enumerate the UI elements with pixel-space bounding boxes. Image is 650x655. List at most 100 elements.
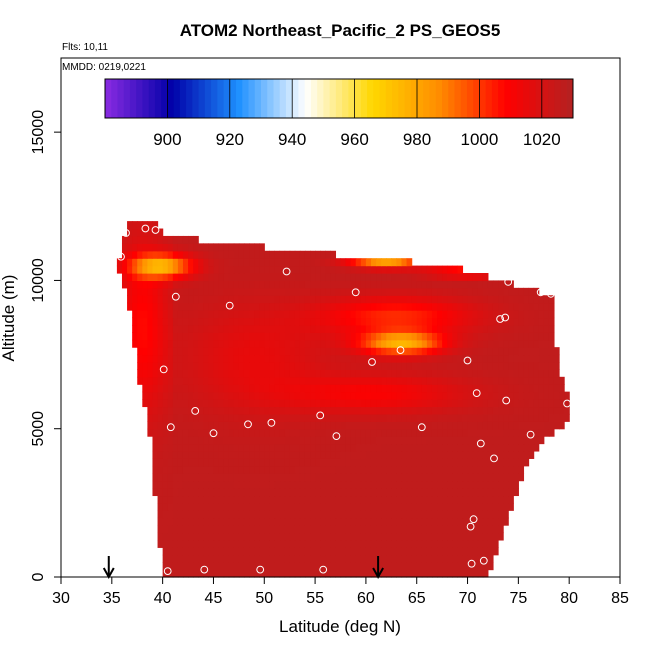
heat-cell (447, 502, 453, 511)
heat-cell (401, 347, 408, 356)
heat-cell (462, 495, 469, 504)
heat-cell (396, 562, 403, 571)
heat-cell (279, 532, 286, 541)
heat-cell (467, 287, 474, 296)
heat-cell (310, 302, 316, 311)
heat-cell (127, 265, 133, 274)
heat-cell (193, 280, 199, 289)
plot-frame (60, 57, 621, 578)
heat-cell (376, 443, 382, 452)
heat-cell (289, 399, 296, 408)
heat-cell (467, 465, 474, 474)
heat-cell (462, 339, 469, 348)
heat-cell (279, 258, 286, 267)
heat-cell (243, 421, 250, 430)
heat-cell (523, 428, 530, 437)
heat-cell (406, 547, 413, 556)
heat-cell (498, 399, 504, 408)
heat-cell (376, 525, 382, 534)
heat-cell (487, 324, 494, 333)
heat-cell (533, 421, 540, 430)
heat-cell (193, 525, 199, 534)
heat-cell (518, 361, 525, 370)
heat-cell (431, 399, 438, 408)
heat-cell (243, 450, 250, 459)
heat-cell (274, 406, 281, 415)
heat-cell (279, 480, 286, 489)
heat-cell (503, 324, 509, 333)
heat-cell (162, 554, 169, 563)
heat-cell (426, 554, 433, 563)
heat-cell (233, 250, 240, 259)
heat-cell (315, 443, 321, 452)
heat-cell (401, 361, 408, 370)
heat-cell (218, 436, 225, 445)
heat-cell (452, 265, 458, 274)
heat-cell (274, 391, 281, 400)
heat-cell (218, 443, 225, 452)
heat-cell (213, 465, 220, 474)
heat-cell (279, 391, 286, 400)
heat-cell (249, 399, 255, 408)
heat-cell (254, 258, 260, 267)
heat-cell (452, 450, 458, 459)
heat-cell (193, 436, 199, 445)
heat-cell (477, 532, 484, 541)
heat-cell (335, 258, 342, 267)
heat-cell (310, 310, 316, 319)
heat-cell (487, 376, 494, 385)
heat-cell (127, 295, 133, 304)
heat-cell (376, 258, 382, 267)
heat-cell (498, 510, 504, 519)
sample-point (151, 226, 160, 234)
heat-cell (543, 339, 550, 348)
heat-cell (543, 384, 550, 393)
heat-cell (177, 480, 184, 489)
heat-cell (315, 354, 321, 363)
heat-cell (172, 258, 179, 267)
heat-cell (259, 510, 265, 519)
heat-cell (137, 287, 143, 296)
heat-cell (228, 339, 235, 348)
heat-cell (386, 332, 392, 341)
heat-cell (442, 280, 448, 289)
heat-cell (188, 554, 194, 563)
heat-cell (528, 421, 535, 430)
heat-cell (447, 391, 453, 400)
heat-cell (467, 324, 474, 333)
heat-cell (228, 510, 235, 519)
colorbar-cell (161, 79, 168, 118)
heat-cell (162, 465, 169, 474)
heat-cell (472, 310, 479, 319)
heat-cell (279, 406, 286, 415)
heat-cell (360, 443, 367, 452)
heat-cell (360, 376, 367, 385)
heat-cell (396, 488, 403, 497)
heat-cell (304, 443, 311, 452)
heat-cell (320, 273, 326, 282)
heat-cell (355, 317, 362, 326)
heat-cell (182, 391, 189, 400)
heat-cell (442, 376, 448, 385)
heat-cell (406, 273, 413, 282)
heat-cell (188, 413, 194, 422)
heat-cell (360, 495, 367, 504)
heat-cell (249, 480, 255, 489)
heat-cell (157, 324, 164, 333)
heat-cell (233, 369, 240, 378)
heat-cell (203, 510, 209, 519)
heat-cell (503, 436, 509, 445)
heat-cell (411, 332, 418, 341)
heat-cell (411, 502, 418, 511)
heat-cell (442, 525, 448, 534)
heat-cell (498, 532, 504, 541)
heat-cell (147, 399, 154, 408)
heat-cell (487, 465, 494, 474)
heat-cell (233, 488, 240, 497)
heat-cell (238, 384, 245, 393)
heat-cell (208, 495, 215, 504)
heat-cell (188, 525, 194, 534)
heat-cell (386, 376, 392, 385)
heat-cell (477, 547, 484, 556)
heat-cell (315, 339, 321, 348)
